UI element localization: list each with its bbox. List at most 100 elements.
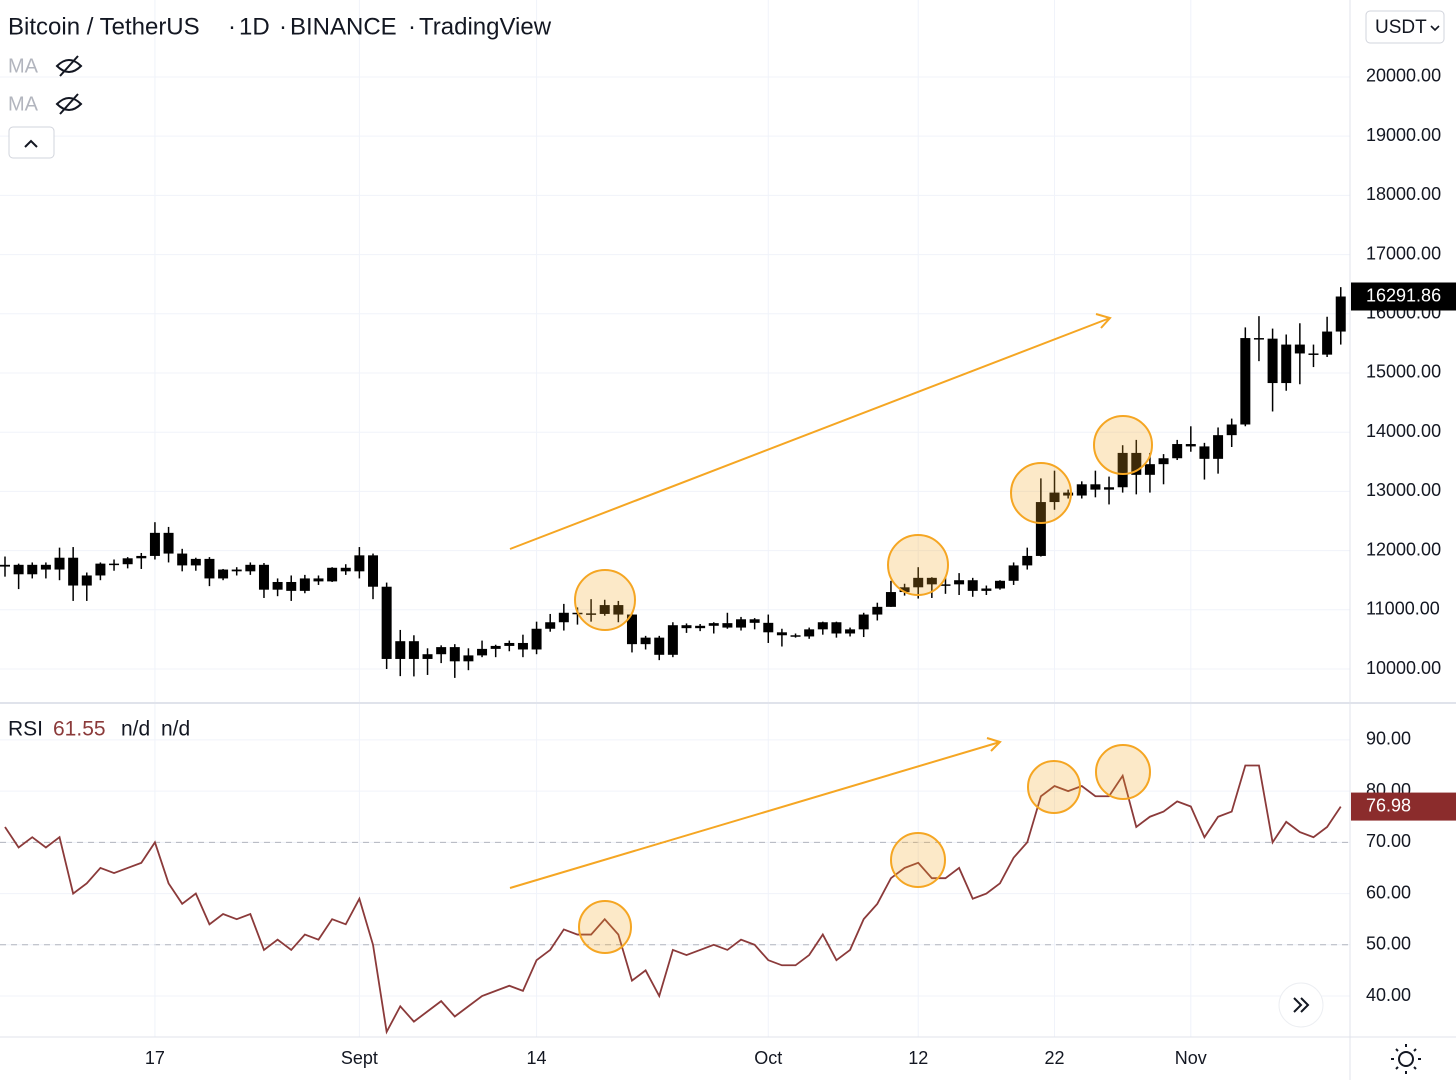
candle-body bbox=[1063, 492, 1074, 496]
annotations bbox=[509, 313, 1153, 954]
currency-dropdown[interactable] bbox=[1365, 10, 1445, 44]
candle-body bbox=[1226, 424, 1237, 436]
candle-body bbox=[667, 625, 678, 655]
x-tick-label: 22 bbox=[1044, 1048, 1064, 1068]
candle-body bbox=[708, 623, 719, 626]
candle-body bbox=[586, 613, 597, 615]
candle-body bbox=[327, 567, 338, 582]
candle-body bbox=[136, 555, 147, 559]
candle-body bbox=[422, 654, 433, 659]
candle-body bbox=[722, 623, 733, 628]
hidden-icon[interactable] bbox=[55, 93, 83, 115]
candle-body bbox=[1308, 353, 1319, 355]
last-value-box bbox=[1351, 792, 1456, 821]
highlight-circle bbox=[1027, 760, 1081, 814]
candle-body bbox=[613, 605, 624, 615]
exchange: BINANCE bbox=[290, 13, 397, 40]
last-value-box bbox=[1351, 282, 1456, 311]
y-tick-label: 20000.00 bbox=[1366, 66, 1441, 86]
candle-body bbox=[681, 625, 692, 629]
candle-body bbox=[449, 647, 460, 662]
candle-body bbox=[940, 584, 951, 586]
currency: USDT bbox=[1375, 17, 1427, 38]
axes: 10000.00 11000.00 12000.00 13000.00 14000.00… bbox=[145, 66, 1456, 1068]
highlight-circle bbox=[578, 900, 632, 954]
candle-body bbox=[531, 628, 542, 650]
candle-body bbox=[313, 578, 324, 582]
candle-body bbox=[1199, 446, 1210, 459]
separator: · bbox=[279, 13, 287, 40]
candle-body bbox=[1281, 344, 1292, 384]
trend-arrow bbox=[509, 737, 1002, 889]
candle-body bbox=[163, 532, 174, 554]
candle-body bbox=[436, 647, 447, 655]
candle-body bbox=[558, 612, 569, 623]
marks bbox=[0, 287, 1346, 1035]
candle-body bbox=[817, 622, 828, 630]
candle-body bbox=[1035, 502, 1046, 556]
indicator-label: MA bbox=[8, 93, 39, 115]
visibility-icons[interactable] bbox=[55, 55, 83, 115]
candle-body bbox=[54, 557, 65, 570]
candle-body bbox=[695, 625, 706, 629]
highlight-circle bbox=[1010, 462, 1072, 524]
candle-body bbox=[913, 577, 924, 588]
candle-body bbox=[299, 578, 310, 591]
candle-body bbox=[1213, 435, 1224, 459]
candle-body bbox=[1253, 338, 1264, 340]
rsi-param: n/d bbox=[121, 718, 150, 741]
candle-body bbox=[994, 580, 1005, 589]
collapse-icon bbox=[24, 139, 38, 148]
x-tick-label: Sept bbox=[341, 1048, 378, 1068]
candle-body bbox=[408, 641, 419, 659]
candle-body bbox=[1022, 555, 1033, 566]
separator: · bbox=[228, 13, 236, 40]
x-tick-label: 14 bbox=[527, 1048, 547, 1068]
candle-body bbox=[231, 569, 242, 572]
highlight-circle bbox=[887, 534, 949, 596]
candle-body bbox=[517, 642, 528, 650]
candle-body bbox=[204, 558, 215, 579]
candle-body bbox=[81, 575, 92, 586]
candle-body bbox=[736, 619, 747, 628]
candle-body bbox=[13, 564, 24, 575]
candle-body bbox=[0, 564, 10, 567]
highlight-circle bbox=[1095, 744, 1151, 800]
candle-body bbox=[626, 614, 637, 645]
y-tick-label: 70.00 bbox=[1366, 831, 1411, 851]
candle-body bbox=[545, 622, 556, 629]
hidden-icon[interactable] bbox=[55, 55, 83, 77]
candle-body bbox=[286, 581, 297, 591]
y-tick-label: 10000.00 bbox=[1366, 658, 1441, 678]
candle-body bbox=[477, 648, 488, 656]
candle-body bbox=[218, 569, 229, 579]
settings-icon[interactable] bbox=[1391, 1044, 1421, 1074]
candle-body bbox=[1322, 331, 1333, 355]
rsi-value: 61.55 bbox=[53, 718, 106, 741]
y-tick-label: 50.00 bbox=[1366, 934, 1411, 954]
candle-body bbox=[463, 655, 474, 662]
candle-body bbox=[258, 564, 269, 590]
dropdown-caret bbox=[1430, 25, 1440, 32]
candle-body bbox=[885, 592, 896, 607]
candle-body bbox=[654, 637, 665, 655]
candle-body bbox=[95, 563, 106, 576]
candle-body bbox=[1267, 338, 1278, 384]
symbol-title: Bitcoin / TetherUS bbox=[8, 13, 200, 40]
candle-body bbox=[899, 587, 910, 593]
indicator-label: MA bbox=[8, 55, 39, 77]
y-tick-label: 11000.00 bbox=[1366, 599, 1440, 619]
candle-body bbox=[1008, 565, 1019, 581]
candle-body bbox=[1172, 444, 1183, 459]
candle-body bbox=[68, 557, 79, 586]
last-value-label: 16291.86 bbox=[1366, 285, 1441, 305]
candle-body bbox=[845, 629, 856, 634]
candle-body bbox=[1144, 464, 1155, 475]
candle-body bbox=[872, 606, 883, 615]
x-tick-label: 12 bbox=[908, 1048, 928, 1068]
candle-body bbox=[1294, 344, 1305, 354]
x-tick-label: Nov bbox=[1175, 1048, 1207, 1068]
highlight-circle bbox=[1093, 415, 1153, 475]
